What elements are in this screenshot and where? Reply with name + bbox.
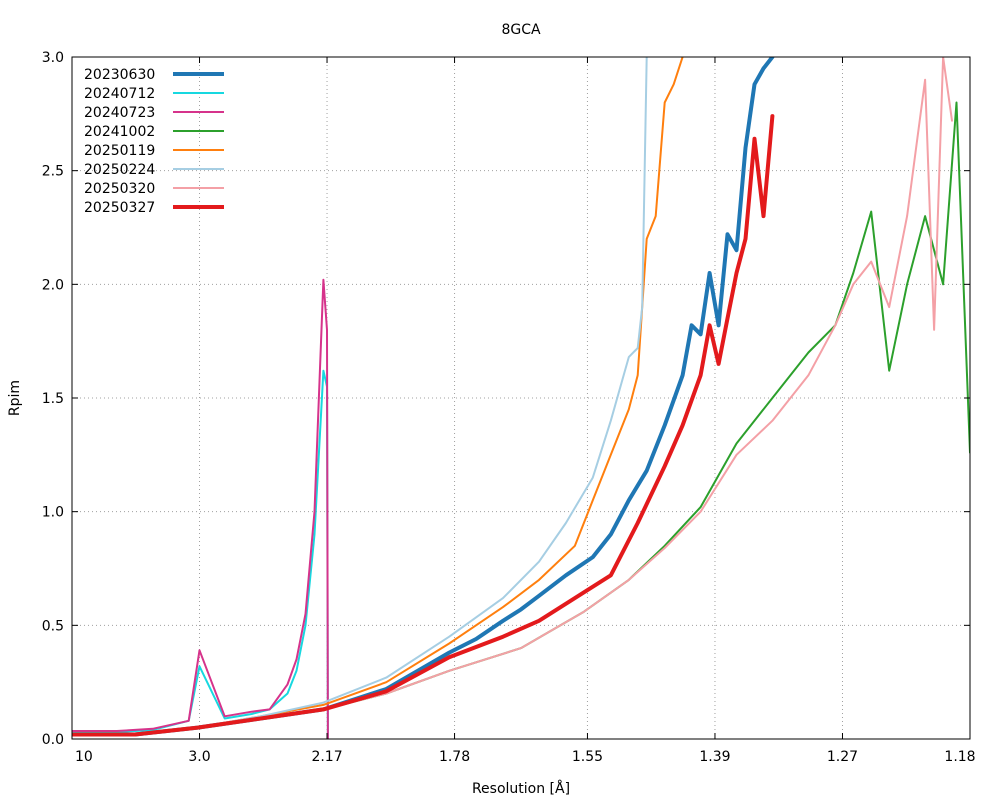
legend: 20230630 20240712 20240723 20241002 20250119…: [84, 67, 224, 216]
legend-item: 20250224: [84, 162, 224, 178]
x-tick-label: 1.78: [439, 749, 470, 765]
legend-item: 20240723: [84, 105, 224, 121]
chart-title: 8GCA: [501, 22, 541, 38]
x-tick-label: 1.18: [944, 749, 975, 765]
legend-label: 20241002: [84, 124, 155, 140]
y-axis-label: Rpim: [7, 380, 23, 416]
y-tick-label: 1.5: [42, 391, 64, 407]
legend-label: 20250320: [84, 181, 155, 197]
y-tick-label: 0.5: [42, 618, 64, 634]
y-tick-label: 2.5: [42, 164, 64, 180]
legend-label: 20250224: [84, 162, 155, 178]
series-line-20250327: [72, 114, 775, 737]
y-tick-label: 0.0: [42, 732, 64, 748]
legend-item: 20230630: [84, 67, 224, 83]
legend-item: 20250327: [84, 200, 224, 216]
y-tick-label: 3.0: [42, 50, 64, 66]
grid: [72, 57, 970, 739]
x-tick-label: 1.55: [572, 749, 603, 765]
legend-item: 20250119: [84, 143, 224, 159]
legend-item: 20250320: [84, 181, 224, 197]
y-tick-label: 1.0: [42, 505, 64, 521]
legend-label: 20240723: [84, 105, 155, 121]
legend-label: 20250327: [84, 200, 155, 216]
series-group: [72, 57, 970, 739]
y-tick-label: 2.0: [42, 277, 64, 293]
x-tick-label: 1.27: [827, 749, 858, 765]
series-line-20240723: [72, 278, 329, 739]
x-tick-label: 2.17: [311, 749, 342, 765]
ticks: 0.0 0.5 1.0 1.5 2.0 2.5 3.0 10 3.0 2.17 1.78 1.55 1.…: [42, 50, 976, 765]
x-tick-label: 3.0: [188, 749, 210, 765]
x-tick-label: 10: [75, 749, 93, 765]
legend-label: 20230630: [84, 67, 155, 83]
legend-item: 20240712: [84, 86, 224, 102]
series-clip-group: [72, 57, 970, 739]
legend-label: 20250119: [84, 143, 155, 159]
legend-item: 20241002: [84, 124, 224, 140]
x-tick-label: 1.39: [699, 749, 730, 765]
x-axis-label: Resolution [Å]: [472, 780, 570, 797]
legend-label: 20240712: [84, 86, 155, 102]
